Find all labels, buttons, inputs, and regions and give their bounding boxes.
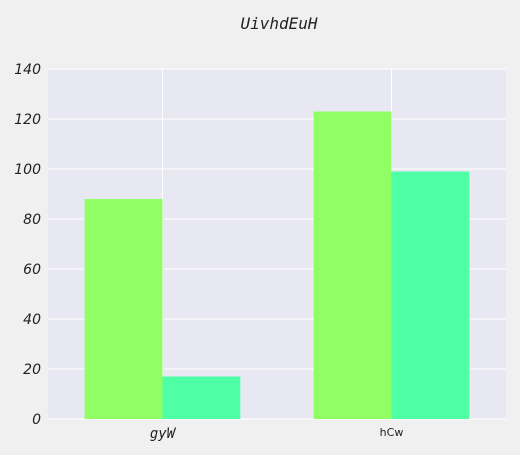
y-axis-ticks: 0 20 40 60 80 100 120 140 (14, 62, 41, 428)
y-tick-label: 100 (14, 162, 41, 178)
chart-title: UivhdEuH (240, 14, 317, 33)
bar-gyW-2 (162, 376, 241, 419)
bar-hCw-2 (391, 171, 470, 419)
x-tick-label: gyW (150, 426, 177, 442)
y-tick-label: 120 (14, 112, 41, 128)
y-tick-label: 20 (23, 362, 41, 378)
y-tick-label: 0 (32, 412, 41, 428)
bar-hCw-1 (313, 111, 392, 419)
bars (84, 111, 470, 419)
y-tick-label: 60 (23, 262, 41, 278)
y-tick-label: 80 (23, 212, 41, 228)
y-tick-label: 140 (14, 62, 41, 78)
y-tick-label: 40 (23, 312, 41, 328)
x-tick-label: hCw (380, 426, 404, 439)
bar-gyW-1 (84, 199, 163, 419)
x-axis-ticks: gyW hCw (150, 426, 403, 442)
